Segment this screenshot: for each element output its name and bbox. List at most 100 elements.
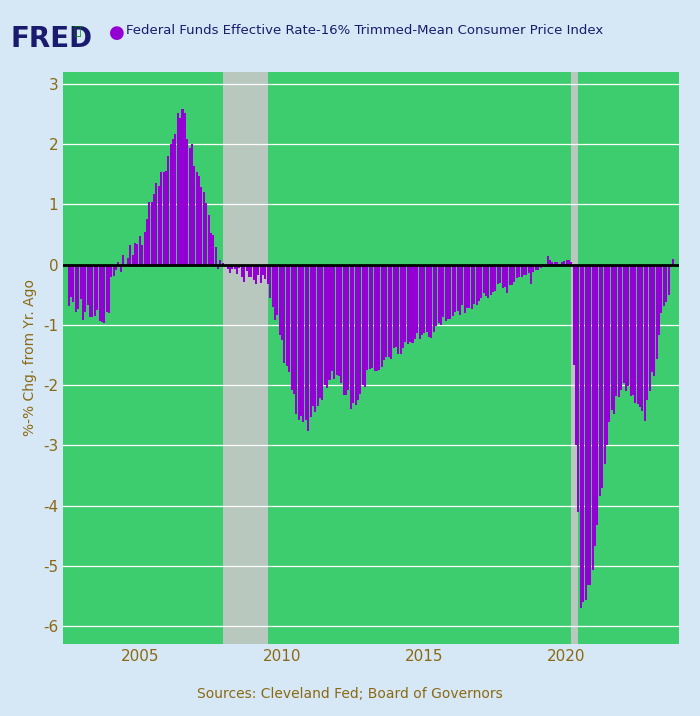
Bar (298, 264, 300, 420)
Bar (627, 264, 629, 386)
Bar (592, 264, 594, 570)
Bar (580, 264, 582, 608)
Bar (155, 183, 158, 264)
Bar (196, 172, 197, 264)
Bar (200, 187, 202, 264)
Bar (80, 264, 82, 299)
Bar (603, 264, 606, 463)
Bar (381, 264, 383, 367)
Bar (466, 264, 468, 308)
Bar (234, 264, 236, 269)
Bar (480, 264, 482, 298)
Bar (309, 264, 312, 417)
Bar (146, 218, 148, 264)
Bar (210, 233, 212, 264)
Bar (487, 264, 489, 298)
Bar (625, 264, 627, 391)
Bar (68, 264, 70, 306)
Bar (243, 264, 245, 281)
Bar (601, 264, 603, 488)
Bar (314, 264, 316, 412)
Bar (528, 264, 530, 273)
Bar (355, 264, 356, 405)
Bar (224, 264, 226, 267)
Bar (331, 264, 333, 371)
Bar (253, 264, 255, 281)
Bar (672, 259, 674, 264)
Bar (222, 263, 224, 264)
Bar (649, 264, 650, 391)
Bar (265, 264, 267, 279)
Bar (499, 264, 501, 284)
Bar (150, 202, 153, 264)
Bar (402, 264, 404, 349)
Bar (670, 264, 672, 267)
Bar (184, 112, 186, 264)
Bar (637, 264, 639, 404)
Bar (407, 264, 409, 344)
Bar (376, 264, 378, 371)
Bar (286, 264, 288, 366)
Bar (545, 264, 546, 267)
Text: ●: ● (108, 24, 125, 42)
Bar (459, 264, 461, 316)
Bar (444, 264, 447, 321)
Bar (589, 264, 592, 585)
Bar (136, 243, 139, 264)
Bar (251, 264, 252, 277)
Bar (321, 264, 323, 400)
Bar (72, 264, 74, 302)
Bar (340, 264, 342, 383)
Bar (162, 173, 164, 264)
Bar (118, 261, 120, 264)
Bar (75, 264, 77, 312)
Bar (564, 261, 565, 264)
Bar (92, 264, 93, 317)
Bar (502, 264, 503, 288)
Bar (267, 264, 269, 284)
Bar (290, 264, 293, 390)
Text: Sources: Cleveland Fed; Board of Governors: Sources: Cleveland Fed; Board of Governo… (197, 687, 503, 701)
Bar (82, 264, 84, 321)
Bar (212, 236, 214, 264)
Bar (260, 264, 262, 283)
Bar (414, 264, 416, 339)
Bar (115, 264, 117, 270)
Bar (295, 264, 298, 414)
Bar (383, 264, 385, 360)
Bar (478, 264, 480, 301)
Bar (419, 264, 421, 339)
Bar (219, 261, 221, 264)
Text: FRED: FRED (10, 25, 92, 53)
Bar (231, 264, 233, 269)
Bar (262, 264, 264, 275)
Bar (608, 264, 610, 422)
Bar (578, 264, 580, 512)
Bar (130, 245, 132, 264)
Bar (535, 264, 537, 270)
Bar (338, 264, 340, 376)
Text: 📈: 📈 (74, 25, 81, 38)
Bar (203, 192, 205, 264)
Bar (533, 264, 534, 272)
Bar (345, 264, 347, 395)
Bar (364, 264, 366, 387)
Bar (350, 264, 352, 410)
Bar (618, 264, 620, 397)
Bar (570, 262, 573, 264)
Bar (241, 264, 243, 277)
Bar (125, 264, 127, 266)
Bar (405, 264, 407, 342)
Bar (634, 264, 636, 403)
Bar (620, 264, 622, 390)
Bar (504, 264, 506, 287)
Bar (177, 113, 178, 264)
Bar (378, 264, 380, 369)
Bar (388, 264, 390, 357)
Bar (561, 262, 563, 264)
Bar (174, 134, 176, 264)
Bar (302, 264, 304, 422)
Bar (281, 264, 283, 340)
Bar (665, 264, 667, 302)
Bar (89, 264, 91, 317)
